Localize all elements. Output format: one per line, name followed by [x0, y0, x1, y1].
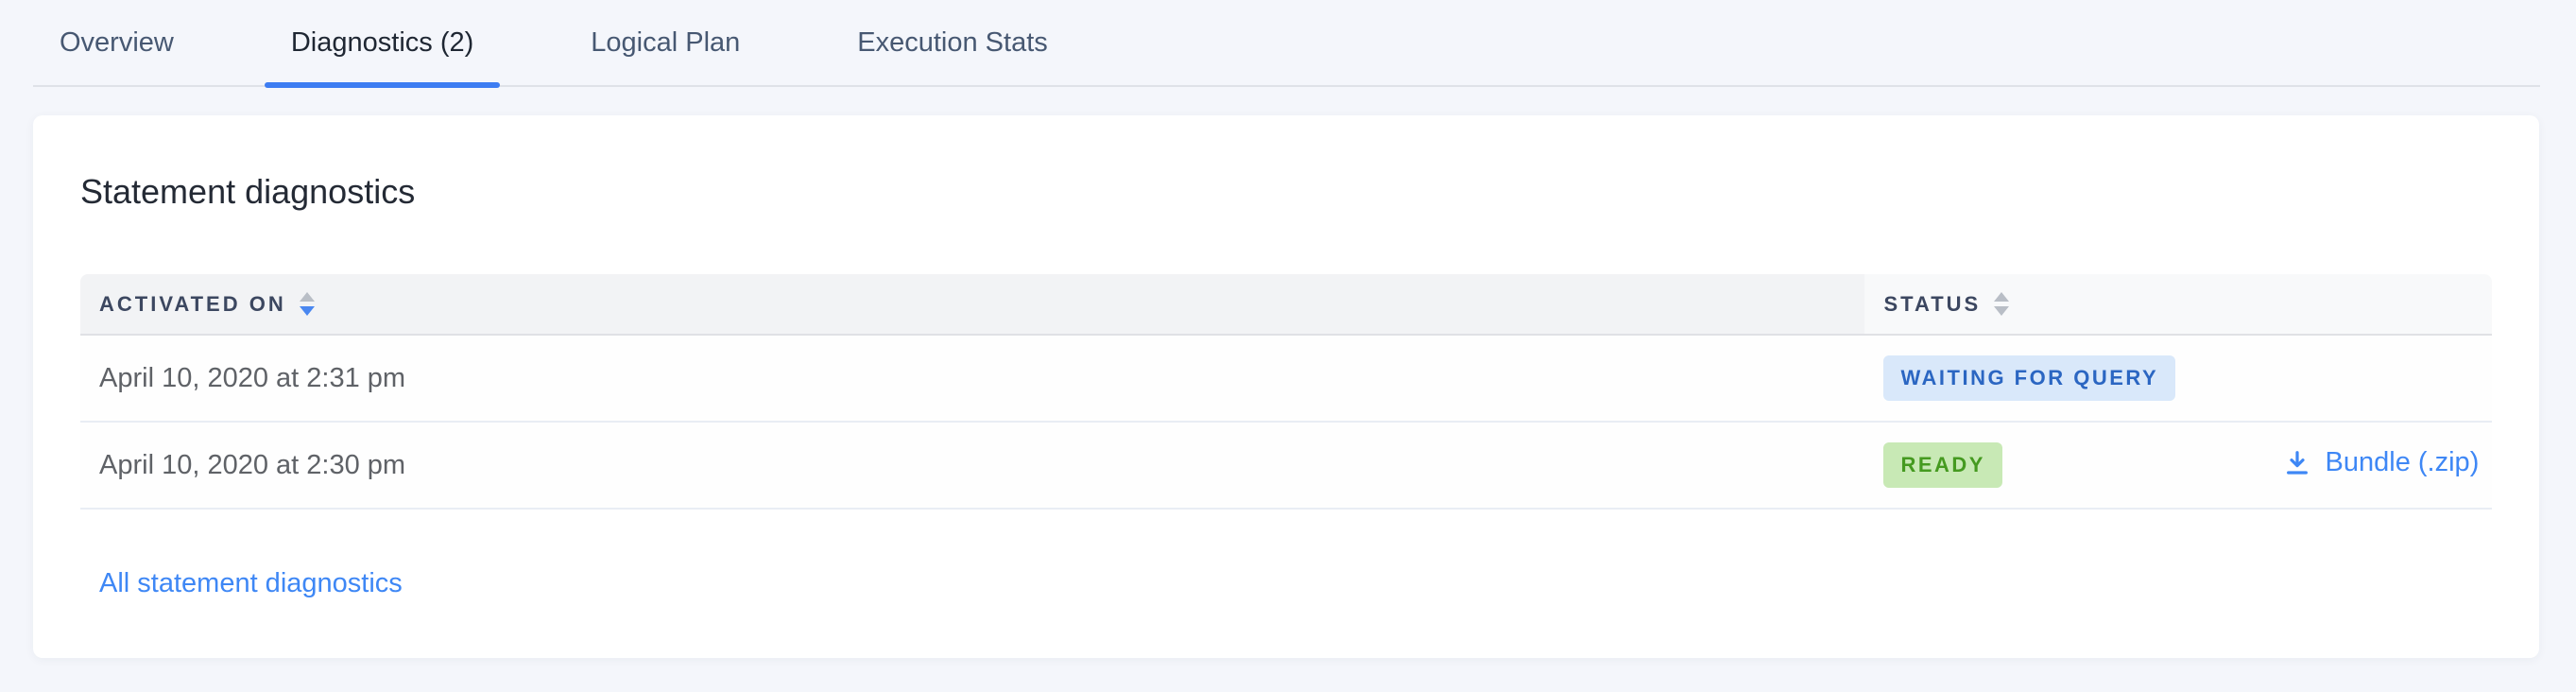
column-header-actions — [2262, 274, 2492, 336]
tab-execution-stats[interactable]: Execution Stats — [857, 26, 1048, 58]
activated-on-cell: April 10, 2020 at 2:30 pm — [80, 422, 1865, 510]
download-icon — [2286, 450, 2308, 475]
activated-on-value: April 10, 2020 at 2:30 pm — [99, 449, 406, 480]
sort-asc-arrow-icon — [1994, 292, 2010, 302]
sort-desc-arrow-icon — [299, 306, 315, 316]
bundle-link-label: Bundle (.zip) — [2325, 447, 2480, 478]
column-header-status[interactable]: STATUS — [1864, 274, 2263, 336]
sort-icon[interactable] — [299, 292, 315, 316]
action-cell — [2262, 335, 2492, 423]
table-row: April 10, 2020 at 2:31 pm WAITING FOR QU… — [80, 335, 2492, 423]
table-row: April 10, 2020 at 2:30 pm READY Bundle (… — [80, 422, 2492, 510]
action-cell: Bundle (.zip) — [2262, 422, 2492, 510]
status-cell: WAITING FOR QUERY — [1864, 335, 2263, 423]
sort-asc-arrow-icon — [299, 292, 315, 302]
column-header-label: ACTIVATED ON — [99, 291, 286, 316]
sort-icon[interactable] — [1994, 292, 2010, 316]
diagnostics-table: ACTIVATED ON STATUS — [80, 274, 2492, 510]
tab-logical-plan[interactable]: Logical Plan — [591, 26, 741, 58]
tab-overview[interactable]: Overview — [60, 26, 174, 58]
activated-on-value: April 10, 2020 at 2:31 pm — [99, 362, 406, 393]
statement-diagnostics-card: Statement diagnostics ACTIVATED ON — [33, 115, 2539, 658]
column-header-activated-on[interactable]: ACTIVATED ON — [80, 274, 1865, 336]
activated-on-cell: April 10, 2020 at 2:31 pm — [80, 335, 1865, 423]
tab-bar: Overview Diagnostics (2) Logical Plan Ex… — [33, 0, 2540, 88]
status-badge: READY — [1883, 442, 2002, 488]
status-cell: READY — [1864, 422, 2263, 510]
tab-diagnostics[interactable]: Diagnostics (2) — [264, 0, 501, 88]
page-title: Statement diagnostics — [80, 172, 416, 211]
status-badge: WAITING FOR QUERY — [1883, 355, 2176, 401]
sort-desc-arrow-icon — [1994, 306, 2010, 316]
table-header-row: ACTIVATED ON STATUS — [80, 274, 2492, 336]
column-header-label: STATUS — [1883, 291, 1982, 316]
bundle-download-link[interactable]: Bundle (.zip) — [2282, 447, 2480, 478]
all-statement-diagnostics-link[interactable]: All statement diagnostics — [99, 568, 403, 598]
